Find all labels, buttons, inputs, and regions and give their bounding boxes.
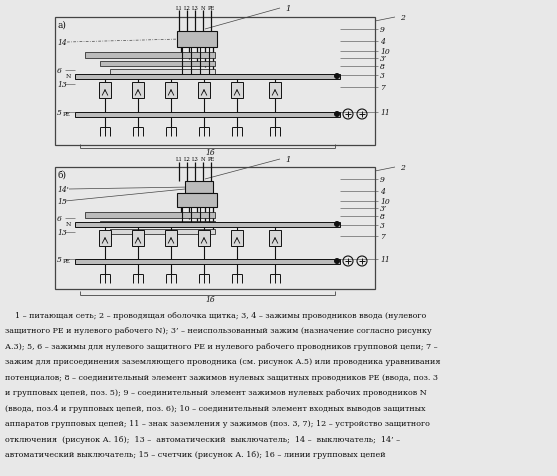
Text: 15: 15 (57, 198, 67, 206)
Text: 2: 2 (400, 164, 405, 172)
Text: 14': 14' (57, 186, 69, 194)
Bar (75, 259, 340, 265)
Text: 6: 6 (57, 215, 62, 223)
Text: PE: PE (207, 6, 214, 10)
Bar (231, 83, 243, 99)
Text: L3: L3 (192, 157, 198, 162)
Text: 3: 3 (380, 221, 385, 229)
Text: 8: 8 (380, 63, 385, 71)
Text: PE: PE (63, 259, 71, 264)
Text: зажим для присоединения заземляющего проводника (см. рисунок А.5) или проводника: зажим для присоединения заземляющего про… (5, 358, 441, 366)
Text: PE: PE (63, 112, 71, 117)
Text: и групповых цепей, поз. 5); 9 – соединительный элемент зажимов нулевых рабочих п: и групповых цепей, поз. 5); 9 – соединит… (5, 389, 427, 397)
Text: защитного РЕ и нулевого рабочего N); 3’ – неиспользованный зажим (назначение сог: защитного РЕ и нулевого рабочего N); 3’ … (5, 327, 432, 335)
Bar (100, 221, 215, 227)
Bar (177, 32, 217, 48)
Bar (75, 223, 340, 228)
Bar (99, 83, 111, 99)
Text: 1: 1 (285, 5, 290, 13)
Text: L1: L1 (175, 6, 183, 10)
Text: аппаратов групповых цепей; 11 – знак заземления у зажимов (поз. 3, 7); 12 – устр: аппаратов групповых цепей; 11 – знак заз… (5, 420, 430, 427)
Text: L3: L3 (192, 6, 198, 10)
Text: б): б) (57, 170, 66, 179)
Text: 13: 13 (57, 81, 67, 89)
Text: L1: L1 (175, 157, 183, 162)
Bar (231, 230, 243, 247)
Bar (110, 229, 215, 235)
Bar (75, 75, 340, 80)
Text: 4: 4 (380, 38, 385, 46)
Text: 1 – питающая сеть; 2 – проводящая оболочка щитка; 3, 4 – зажимы проводников ввод: 1 – питающая сеть; 2 – проводящая оболоч… (5, 311, 426, 319)
Text: N: N (66, 222, 71, 227)
Text: N: N (201, 6, 206, 10)
Text: 10: 10 (380, 48, 390, 56)
Bar (110, 70, 215, 75)
Bar (198, 83, 210, 99)
Text: 14: 14 (57, 39, 67, 47)
Text: N: N (201, 157, 206, 162)
Bar (185, 182, 213, 194)
Text: 5: 5 (57, 256, 62, 263)
Text: 5: 5 (57, 109, 62, 117)
Bar (177, 194, 217, 208)
Bar (132, 230, 144, 247)
Text: 3’: 3’ (380, 55, 387, 63)
Text: А.3); 5, 6 – зажимы для нулевого защитного РЕ и нулевого рабочего проводников гр: А.3); 5, 6 – зажимы для нулевого защитно… (5, 342, 438, 350)
Text: (ввода, поз.4 и групповых цепей, поз. 6); 10 – соединительный элемент входных вы: (ввода, поз.4 и групповых цепей, поз. 6)… (5, 404, 426, 412)
Circle shape (334, 74, 340, 80)
Text: 4: 4 (380, 188, 385, 196)
Text: 3: 3 (380, 72, 385, 80)
Bar (85, 213, 215, 218)
Text: 1б: 1б (205, 149, 215, 157)
Bar (85, 53, 215, 59)
Circle shape (334, 112, 340, 118)
Bar (165, 230, 177, 247)
Text: потенциалов; 8 – соединительный элемент зажимов нулевых защитных проводников РЕ : потенциалов; 8 – соединительный элемент … (5, 373, 438, 381)
Bar (55, 168, 375, 289)
Bar (100, 62, 215, 67)
Text: 2: 2 (400, 14, 405, 22)
Text: 8: 8 (380, 213, 385, 220)
Text: 9: 9 (380, 26, 385, 34)
Text: 9: 9 (380, 176, 385, 184)
Text: 10: 10 (380, 198, 390, 206)
Text: 7: 7 (380, 232, 385, 240)
Text: L2: L2 (184, 157, 190, 162)
Text: PE: PE (207, 157, 214, 162)
Circle shape (334, 221, 340, 228)
Text: 3’: 3’ (380, 205, 387, 213)
Bar (198, 230, 210, 247)
Bar (55, 18, 375, 146)
Text: 11: 11 (380, 256, 390, 263)
Bar (132, 83, 144, 99)
Text: 7: 7 (380, 84, 385, 92)
Bar (269, 230, 281, 247)
Text: 1б: 1б (205, 296, 215, 303)
Bar (269, 83, 281, 99)
Text: 6: 6 (57, 67, 62, 75)
Bar (165, 83, 177, 99)
Text: отключения  (рисунок А. 1б);  13 –  автоматический  выключатель;  14 –  выключат: отключения (рисунок А. 1б); 13 – автомат… (5, 435, 400, 443)
Bar (75, 113, 340, 118)
Text: 11: 11 (380, 109, 390, 117)
Text: 1: 1 (285, 156, 290, 164)
Text: N: N (66, 74, 71, 79)
Circle shape (334, 258, 340, 265)
Text: 13: 13 (57, 228, 67, 237)
Bar (99, 230, 111, 247)
Text: L2: L2 (184, 6, 190, 10)
Text: автоматический выключатель; 15 – счетчик (рисунок А. 1б); 16 – линии групповых ц: автоматический выключатель; 15 – счетчик… (5, 451, 385, 458)
Text: а): а) (57, 20, 66, 30)
